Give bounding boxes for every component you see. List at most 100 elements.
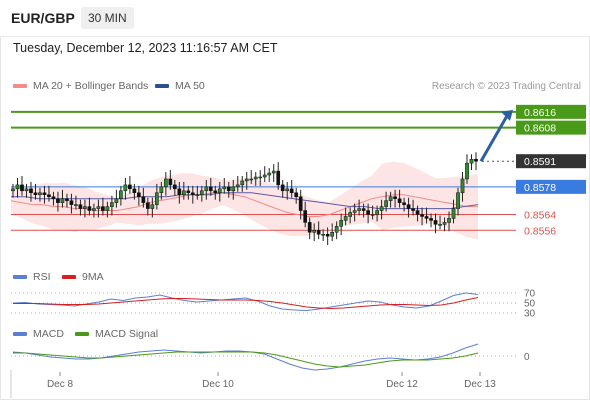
candle-body: [339, 220, 343, 227]
candle-body: [258, 176, 263, 179]
candle-body: [334, 226, 339, 233]
candle-body: [20, 184, 24, 192]
level-label-0.8564: 0.8564: [524, 209, 556, 221]
candle-body: [83, 206, 87, 209]
candle-body: [271, 170, 276, 174]
ma50-line: [11, 192, 479, 210]
rsi-series-9MA: [13, 297, 479, 310]
candle-body: [141, 196, 146, 203]
candle-body: [433, 220, 438, 225]
candle-body: [244, 178, 249, 182]
candle-body: [11, 188, 15, 192]
candle-body: [429, 218, 433, 221]
rsi-series-RSI: [12, 292, 479, 312]
legend-9ma: 9MA: [62, 271, 104, 283]
candle-body: [190, 192, 195, 196]
candle-body: [114, 198, 119, 203]
x-tick-label: Dec 13: [464, 379, 496, 390]
candle-body: [361, 208, 366, 211]
candle-body: [285, 188, 290, 192]
candle-body: [253, 176, 258, 180]
candle-body: [402, 202, 406, 205]
candle-body: [181, 190, 186, 196]
candle-body: [469, 158, 474, 164]
legend-rsi: RSI: [13, 271, 51, 283]
credit-text: Research © 2023 Trading Central: [431, 81, 581, 92]
candle-body: [366, 210, 370, 215]
candle-body: [294, 192, 299, 197]
candle-body: [379, 206, 384, 211]
candle-body: [388, 196, 393, 201]
candle-body: [231, 186, 236, 192]
level-tag-0.8608: [516, 120, 586, 135]
legend-macd-signal: MACD Signal: [75, 328, 158, 340]
candle-body: [150, 204, 155, 209]
candle-body: [406, 204, 411, 209]
x-tick-label: Dec 10: [202, 379, 234, 390]
candle-body: [447, 218, 451, 223]
bollinger-band: [11, 161, 478, 240]
level-label-0.8608: 0.8608: [524, 123, 556, 135]
macd-tick-0: 0: [524, 352, 530, 363]
candle-body: [60, 198, 65, 203]
candle-body: [307, 222, 312, 233]
legend-ma50-label: MA 50: [175, 80, 205, 92]
candle-body: [384, 200, 388, 207]
level-label-0.8616: 0.8616: [524, 107, 556, 119]
candle-body: [186, 190, 191, 194]
candle-body: [132, 188, 137, 194]
candle-body: [69, 200, 74, 205]
candle-body: [24, 188, 29, 192]
candle-body: [51, 196, 56, 199]
level-label-0.8556: 0.8556: [524, 225, 556, 237]
candle-body: [105, 206, 110, 211]
legend-ma50: MA 50: [155, 80, 205, 92]
candle-body: [330, 232, 335, 237]
candle-body: [42, 192, 47, 196]
9ma-swatch: [62, 275, 76, 279]
candle-body: [289, 188, 294, 194]
candles: [11, 152, 478, 246]
candle-body: [163, 178, 168, 188]
candle-body: [438, 224, 442, 226]
timeframe-badge[interactable]: 30 MIN: [81, 7, 134, 29]
rsi-tick-50: 50: [524, 299, 536, 310]
candle-body: [420, 214, 424, 217]
rsi-swatch: [13, 275, 27, 279]
candle-body: [96, 206, 101, 209]
macd-swatch: [13, 332, 27, 336]
x-tick-label: Dec 12: [386, 379, 418, 390]
legend-macd: MACD: [13, 328, 64, 340]
candle-body: [199, 190, 204, 196]
candle-body: [276, 170, 281, 186]
candle-body: [177, 188, 182, 196]
candle-body: [123, 184, 128, 192]
timestamp: Tuesday, December 12, 2023 11:16:57 AM C…: [13, 41, 278, 55]
candle-body: [110, 202, 114, 207]
candle-body: [451, 208, 456, 219]
candle-body: [262, 174, 267, 178]
candle-body: [119, 190, 123, 199]
legend-rsi-label: RSI: [33, 271, 51, 283]
candle-body: [128, 184, 132, 190]
candle-body: [357, 208, 361, 211]
macd-series-MACD Signal: [13, 351, 479, 368]
candle-body: [240, 180, 245, 186]
candle-body: [195, 194, 200, 197]
candle-body: [168, 178, 173, 186]
candle-body: [348, 212, 352, 217]
candle-body: [312, 230, 317, 233]
candle-body: [411, 208, 415, 211]
instrument-pair: EUR/GBP: [11, 10, 75, 26]
candle-body: [267, 172, 272, 176]
rsi-tick-30: 30: [524, 309, 536, 320]
macd-series-MACD: [12, 343, 479, 371]
candle-body: [352, 210, 357, 213]
legend-macd-label: MACD: [33, 328, 64, 340]
candle-body: [343, 216, 348, 221]
candle-body: [316, 230, 321, 235]
ma50-swatch: [155, 84, 169, 88]
candle-body: [29, 188, 33, 194]
rsi-tick-70: 70: [524, 289, 536, 300]
candle-body: [415, 210, 420, 215]
